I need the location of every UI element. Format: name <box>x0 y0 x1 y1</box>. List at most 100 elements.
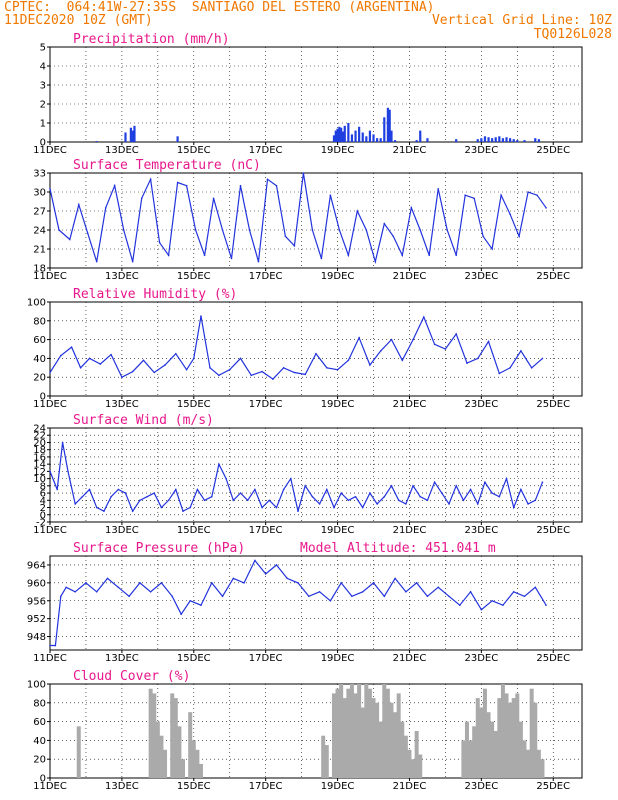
y-tick-label: 6 <box>40 489 46 500</box>
data-bar <box>518 721 523 778</box>
y-tick-label: 964 <box>27 560 46 571</box>
data-point <box>128 595 130 598</box>
x-tick-label: 23DEC <box>464 653 498 664</box>
x-tick-label: 15DEC <box>177 271 211 282</box>
data-point <box>218 463 220 465</box>
data-bar <box>537 139 540 142</box>
data-point <box>99 363 102 365</box>
data-point <box>491 599 493 602</box>
data-point <box>464 194 466 196</box>
data-point <box>297 582 299 584</box>
data-point <box>541 481 544 484</box>
y-tick-label: -2 <box>36 518 46 529</box>
data-point <box>512 591 515 593</box>
data-point <box>230 257 233 260</box>
x-tick-label: 17DEC <box>249 271 283 282</box>
data-bar <box>338 126 341 142</box>
data-point <box>480 608 483 611</box>
data-point <box>110 495 112 498</box>
data-point <box>293 371 296 374</box>
data-point <box>308 595 310 598</box>
data-point <box>509 367 511 369</box>
x-tick-label: 13DEC <box>105 399 139 410</box>
data-bar <box>407 749 412 778</box>
data-point <box>59 354 62 357</box>
data-point <box>65 586 67 589</box>
data-bar <box>455 139 458 142</box>
data-point <box>401 359 404 362</box>
y-tick-label: 952 <box>27 614 46 625</box>
data-point <box>545 207 547 209</box>
data-point <box>293 245 296 247</box>
data-point <box>491 492 493 494</box>
data-point <box>498 495 501 498</box>
y-tick-label: 80 <box>33 316 46 327</box>
data-point <box>505 477 508 480</box>
x-tick-label: 21DEC <box>393 781 427 792</box>
y-tick-label: 960 <box>27 578 46 589</box>
data-bar <box>508 702 513 778</box>
data-point <box>455 333 457 335</box>
data-point <box>541 357 544 360</box>
data-bar <box>419 130 422 142</box>
y-tick-label: 1 <box>40 119 46 130</box>
x-tick-label: 21DEC <box>393 653 427 664</box>
data-point <box>85 582 87 584</box>
data-point <box>466 362 468 364</box>
data-point <box>369 492 371 494</box>
data-point <box>228 368 231 371</box>
data-bar <box>479 707 484 778</box>
y-tick-label: 2 <box>40 503 46 514</box>
data-point <box>545 604 547 607</box>
x-tick-label: 15DEC <box>177 781 211 792</box>
data-point <box>534 586 537 589</box>
data-point <box>185 368 188 371</box>
data-point <box>95 260 98 263</box>
data-point <box>320 257 323 260</box>
y-tick-label: 100 <box>27 680 46 691</box>
data-point <box>164 364 166 366</box>
data-bar <box>516 140 519 142</box>
data-point <box>415 582 418 584</box>
panel-frame <box>49 301 583 397</box>
data-bar <box>500 684 505 778</box>
data-point <box>86 232 89 234</box>
data-point <box>383 222 386 225</box>
x-tick-label: 15DEC <box>177 399 211 410</box>
header-station: CPTEC: 064:41W-27:35S SANTIAGO DEL ESTER… <box>4 0 435 15</box>
data-point <box>268 499 271 502</box>
data-point <box>106 577 109 580</box>
data-point <box>203 499 206 502</box>
x-tick-label: 25DEC <box>536 653 570 664</box>
x-tick-label: 25DEC <box>536 145 570 156</box>
data-point <box>68 238 71 241</box>
data-bar <box>411 759 416 778</box>
data-point <box>383 495 386 498</box>
y-tick-label: 14 <box>33 460 46 471</box>
x-tick-label: 19DEC <box>321 145 355 156</box>
data-point <box>347 254 350 257</box>
data-bar <box>195 749 200 778</box>
data-point <box>397 499 400 502</box>
y-tick-label: 60 <box>33 335 46 346</box>
data-bar <box>353 693 358 778</box>
x-tick-label: 23DEC <box>464 145 498 156</box>
data-bar <box>342 698 347 778</box>
data-point <box>383 595 386 598</box>
data-point <box>88 357 91 360</box>
data-bar <box>415 140 418 142</box>
data-bar <box>536 749 541 778</box>
y-tick-label: 40 <box>33 354 46 365</box>
data-point <box>462 499 465 502</box>
data-point <box>394 577 396 580</box>
header-grid-note: Vertical Grid Line: 10Z <box>431 13 612 28</box>
data-point <box>272 378 274 380</box>
data-point <box>369 364 371 366</box>
data-point <box>275 184 278 187</box>
data-point <box>140 197 143 200</box>
data-point <box>509 213 511 215</box>
data-point <box>131 260 134 263</box>
data-point <box>275 564 278 566</box>
data-point <box>122 229 125 231</box>
data-bar <box>324 745 329 778</box>
